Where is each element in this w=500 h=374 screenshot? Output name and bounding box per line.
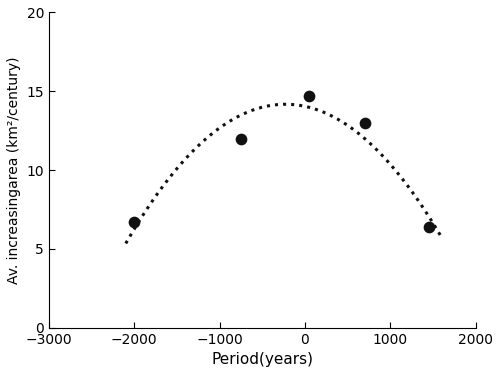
Point: [424, 224, 432, 230]
Point: [130, 219, 138, 225]
X-axis label: Period(years): Period(years): [212, 352, 314, 367]
Point: [305, 93, 313, 99]
Y-axis label: Av. increasingarea (km²/century): Av. increasingarea (km²/century): [7, 56, 21, 284]
Point: [237, 135, 245, 141]
Point: [360, 120, 368, 126]
